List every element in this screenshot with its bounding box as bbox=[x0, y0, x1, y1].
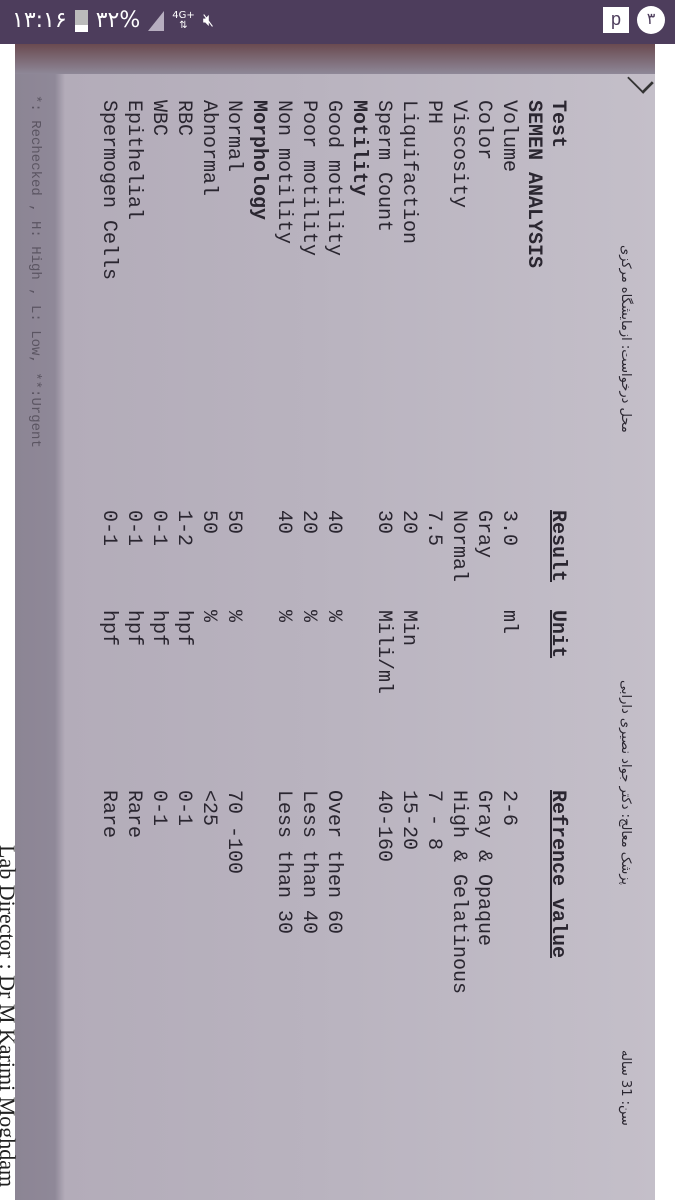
cell-ref: 0-1 bbox=[147, 790, 170, 827]
cell-result: 40 bbox=[322, 510, 345, 535]
cell-result: 50 bbox=[222, 510, 245, 535]
cell-test: Viscosity bbox=[447, 100, 470, 209]
photo-viewer[interactable] bbox=[15, 44, 655, 1200]
cell-unit: hpf bbox=[97, 610, 120, 647]
lab-report-document: محل درخواست: ازمایشگاه مرکزی پزشک معالج:… bbox=[0, 75, 655, 1200]
cell-ref: Less than 30 bbox=[272, 790, 295, 935]
cell-result: 50 bbox=[197, 510, 220, 535]
battery-percent: ۳۲% bbox=[95, 8, 141, 33]
cell-test: RBC bbox=[172, 100, 195, 137]
cell-unit: ml bbox=[497, 610, 520, 635]
cell-result: 20 bbox=[397, 510, 420, 535]
cell-unit: hpf bbox=[122, 610, 145, 647]
status-bar: ۱۳:۱۶ ۳۲% 4G+ ⇅ 🔇︎ p ۳ bbox=[0, 0, 675, 44]
cell-result: 0-1 bbox=[122, 510, 145, 547]
cell-result: 40 bbox=[272, 510, 295, 535]
clock: ۱۳:۱۶ bbox=[12, 8, 67, 33]
col-unit: Unit bbox=[546, 610, 569, 659]
notification-count-badge: ۳ bbox=[637, 6, 665, 34]
cell-test: Abnormal bbox=[197, 100, 220, 197]
cell-ref: 15-20 bbox=[397, 790, 420, 851]
cell-ref: 70 -100 bbox=[222, 790, 245, 875]
cell-ref: 2-6 bbox=[497, 790, 520, 827]
cell-test: PH bbox=[422, 100, 445, 125]
cell-result: 20 bbox=[297, 510, 320, 535]
cell-result: 3.0 bbox=[497, 510, 520, 547]
patient-age: سن: 31 ساله bbox=[618, 1050, 633, 1126]
cell-ref: Gray & Opaque bbox=[472, 790, 495, 947]
cell-test: Good motility bbox=[322, 100, 345, 257]
cell-unit: % bbox=[222, 610, 245, 623]
col-result: Result bbox=[546, 510, 569, 583]
mute-icon: 🔇︎ bbox=[202, 10, 215, 31]
cell-ref: 0-1 bbox=[172, 790, 195, 827]
cell-test: Volume bbox=[497, 100, 520, 173]
footnote: *: Rechecked , H: High , L: Low, **:Urge… bbox=[27, 95, 43, 448]
request-location: محل درخواست: ازمایشگاه مرکزی bbox=[618, 245, 633, 433]
cell-test: Poor motility bbox=[297, 100, 320, 257]
cell-unit: % bbox=[322, 610, 345, 623]
cell-unit: Mili/ml bbox=[372, 610, 395, 695]
app-notification-icon: p bbox=[603, 7, 629, 33]
cell-ref: Rare bbox=[122, 790, 145, 839]
cell-ref: 40-160 bbox=[372, 790, 395, 863]
cell-test: SEMEN ANALYSIS bbox=[522, 100, 545, 269]
cell-result: 0-1 bbox=[97, 510, 120, 547]
doctor-name: پزشک معالج: دکتر جواد نصیری دارابی bbox=[618, 680, 633, 886]
cell-result: 7.5 bbox=[422, 510, 445, 547]
lab-director: Lab Director : Dr M Karimi Moghdam bbox=[0, 845, 20, 1188]
cell-result: 30 bbox=[372, 510, 395, 535]
cell-unit: Min bbox=[397, 610, 420, 647]
battery-icon bbox=[74, 9, 88, 32]
cell-result: Gray bbox=[472, 510, 495, 559]
cell-unit: % bbox=[272, 610, 295, 623]
cell-unit: hpf bbox=[147, 610, 170, 647]
cell-result: 0-1 bbox=[147, 510, 170, 547]
cell-ref: High & Gelatinous bbox=[447, 790, 470, 995]
cell-test: Motility bbox=[347, 100, 370, 197]
cell-result: Normal bbox=[447, 510, 470, 583]
cell-unit: % bbox=[297, 610, 320, 623]
cell-unit: hpf bbox=[172, 610, 195, 647]
network-type: 4G+ ⇅ bbox=[172, 9, 195, 31]
col-test: Test bbox=[546, 100, 569, 149]
cell-ref: Over then 60 bbox=[322, 790, 345, 935]
cell-test: Color bbox=[472, 100, 495, 161]
cell-ref: <25 bbox=[197, 790, 220, 827]
cell-test: Spermogen Cells bbox=[97, 100, 120, 281]
cell-test: Morphology bbox=[247, 100, 270, 221]
cell-unit: % bbox=[197, 610, 220, 623]
signal-icon bbox=[148, 10, 165, 31]
cell-ref: 7 - 8 bbox=[422, 790, 445, 851]
col-reference: Refrence value bbox=[546, 790, 569, 959]
cell-test: Sperm Count bbox=[372, 100, 395, 233]
cell-result: 1-2 bbox=[172, 510, 195, 547]
cell-test: Normal bbox=[222, 100, 245, 173]
cell-test: WBC bbox=[147, 100, 170, 137]
cell-test: Non motility bbox=[272, 100, 295, 245]
cell-test: Liquifaction bbox=[397, 100, 420, 245]
cell-test: Epithelial bbox=[122, 100, 145, 221]
cell-ref: Rare bbox=[97, 790, 120, 839]
photo-background bbox=[15, 44, 655, 74]
cell-ref: Less than 40 bbox=[297, 790, 320, 935]
